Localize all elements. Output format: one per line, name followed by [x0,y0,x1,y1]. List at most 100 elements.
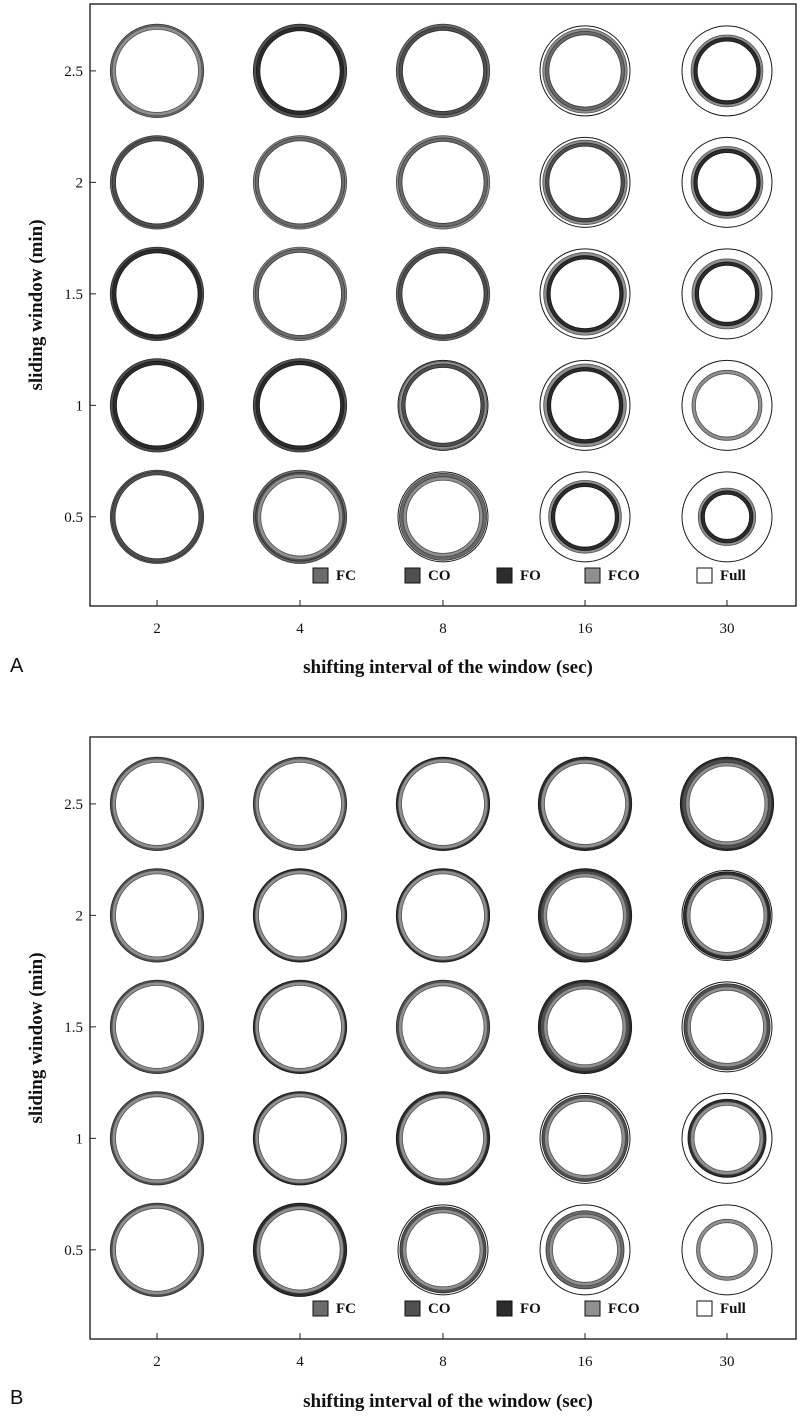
ring-cell [252,358,348,453]
ring-full [681,1204,773,1296]
ring-cell [395,246,491,341]
ring-fco [692,370,762,440]
ring-fco [543,874,627,957]
ring-cell [537,868,633,963]
ring-cell [539,25,631,117]
ring-co [396,980,490,1074]
y-tick-label: 0.5 [64,1243,83,1259]
ring-fo [253,1203,347,1297]
ring-fco [398,982,488,1071]
ring-fo [683,872,771,959]
ring-fco [398,870,488,960]
legend-swatch-fo [496,1300,513,1317]
ring-cell [109,868,205,963]
legend-label-fo: FO [520,568,541,584]
ring-cell [109,1202,205,1297]
ring-fo [256,27,344,115]
legend-swatch-fc [312,567,329,584]
ring-fco [402,1209,483,1290]
ring-full [681,248,773,340]
x-tick-label: 8 [439,621,447,637]
ring-cell [681,1204,773,1296]
legend-label-fco: FCO [608,1301,640,1317]
ring-full [539,471,631,563]
ring-cell [397,471,489,563]
ring-full [539,359,631,451]
legend-swatch-fco [584,567,601,584]
ring-cell [681,471,773,563]
ring-fco [544,985,626,1068]
ring-fc [396,24,490,118]
ring-cell [109,756,205,851]
ring-co [545,143,625,222]
x-axis-label: shifting interval of the window (sec) [303,1391,593,1412]
ring-full [681,359,773,451]
ring-fo [538,980,632,1074]
ring-fco [549,480,621,553]
ring-fco [541,760,629,848]
ring-co [402,364,484,447]
ring-co [399,27,487,115]
ring-cell [397,359,489,451]
ring-co [542,1095,628,1182]
x-tick-label: 30 [720,1354,735,1370]
ring-co [684,984,770,1070]
ring-full [681,136,773,228]
ring-fo [538,757,632,851]
x-tick-label: 2 [153,1354,161,1370]
ring-cell [252,979,348,1074]
panel-letter: A [10,655,24,677]
ring-fco [691,35,763,107]
ring-fco [543,140,627,225]
ring-fc [546,1211,624,1289]
ring-cell [395,135,491,230]
ring-cell [252,469,348,564]
ring-fo [112,249,202,338]
ring-cell [109,135,205,230]
ring-fc [399,473,487,560]
legend-swatch-full [696,567,713,584]
ring-cell [395,23,491,118]
ring-co [682,759,772,849]
ring-fco [255,982,345,1072]
ring-fco [396,136,490,229]
legend-swatch-full [696,1300,713,1317]
ring-cell [539,1204,631,1296]
ring-cell [395,1091,491,1186]
ring-fco [112,1205,202,1295]
ring-fco [686,762,768,845]
legend-swatch-fo [496,567,513,584]
ring-fo [547,256,623,332]
ring-fco [112,982,202,1072]
ring-cell [252,135,348,230]
ring-fco [692,259,762,329]
ring-fco [696,1219,758,1280]
ring-co [112,471,202,562]
ring-fco [544,1098,625,1179]
ring-cell [539,471,631,563]
y-tick-label: 1 [76,1131,84,1147]
ring-full [539,248,631,340]
x-tick-label: 16 [578,621,594,637]
ring-fo [688,1099,766,1177]
x-tick-label: 2 [153,621,161,637]
ring-cell [679,756,775,851]
ring-fc [396,247,490,341]
y-tick-label: 1.5 [64,287,83,303]
ring-cell [539,1092,631,1184]
ring-fco [255,1093,345,1183]
y-tick-label: 1.5 [64,1020,83,1036]
panel-a: 2 4 8 16 30 0.5 1 1.5 2 2.5 shifting interval of t… [10,3,797,678]
ring-cell [397,1204,489,1296]
ring-full [681,869,773,961]
ring-fco [398,759,488,849]
legend-label-fc: FC [336,568,356,584]
ring-cell [681,25,773,117]
ring-fo [538,869,632,962]
x-tick-label: 4 [296,1354,304,1370]
ring-co [400,1207,486,1293]
legend-label-co: CO [428,568,451,584]
x-tick-label: 30 [720,621,735,637]
ring-cell [539,359,631,451]
